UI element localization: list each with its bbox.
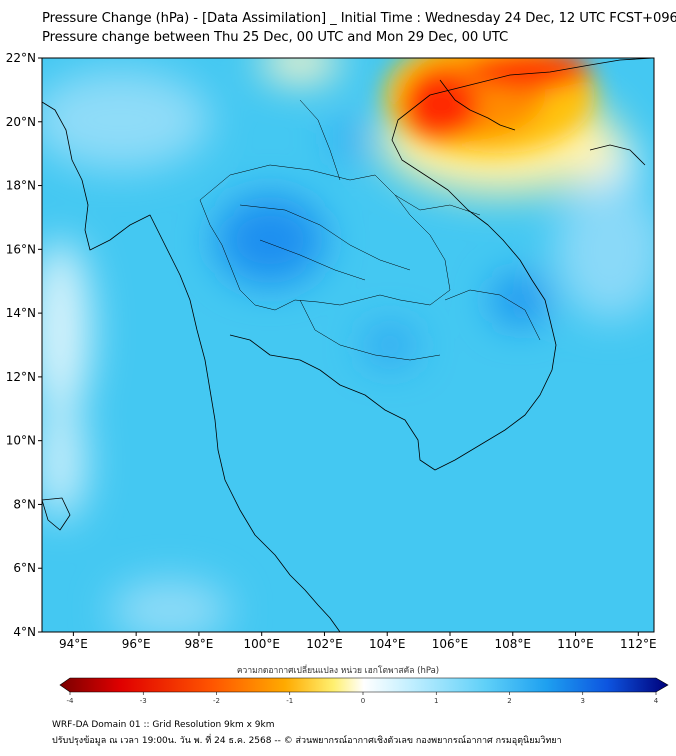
- map-frame: [41, 57, 655, 633]
- lat-label: 10°N: [6, 434, 36, 448]
- lat-label: 8°N: [13, 497, 36, 511]
- lon-label: 106°E: [432, 637, 469, 651]
- lat-label: 4°N: [13, 625, 36, 639]
- lon-label: 108°E: [495, 637, 532, 651]
- latitude-axis: 22°N 20°N 18°N 16°N 14°N 12°N 10°N 8°N 6°N 4°N: [6, 51, 42, 639]
- colorbar-tick-label: -1: [286, 697, 293, 705]
- map-subtitle: Pressure change between Thu 25 Dec, 00 U…: [42, 30, 509, 45]
- colorbar-tick-label: 3: [581, 697, 585, 705]
- colorbar-tick-label: 0: [361, 697, 365, 705]
- colorbar-label: ความกดอากาศเปลี่ยนแปลง หน่วย เฮกโตพาสคัล…: [236, 666, 440, 676]
- map-title: Pressure Change (hPa) - [Data Assimilati…: [42, 11, 676, 26]
- pressure-field: [42, 58, 654, 632]
- lon-label: 102°E: [306, 637, 343, 651]
- lon-label: 98°E: [184, 637, 213, 651]
- colorbar-tick-label: 4: [654, 697, 659, 705]
- lon-label: 112°E: [620, 637, 657, 651]
- lat-label: 16°N: [6, 242, 36, 256]
- colorbar-tick-label: 1: [434, 697, 438, 705]
- province-borders: [199, 99, 541, 361]
- lon-label: 110°E: [557, 637, 594, 651]
- lon-label: 104°E: [369, 637, 406, 651]
- colorbar-tick-label: -2: [213, 697, 220, 705]
- colorbar-ticks: -4 -3 -2 -1 0 1 2 3 4: [67, 692, 659, 705]
- lat-label: 14°N: [6, 306, 36, 320]
- update-info: ปรับปรุงข้อมูล ณ เวลา 19:00น. วัน พ. ที่…: [52, 736, 562, 746]
- lon-label: 96°E: [122, 637, 151, 651]
- lat-label: 6°N: [13, 561, 36, 575]
- longitude-axis: 94°E 96°E 98°E 100°E 102°E 104°E 106°E 108°E 110…: [59, 632, 657, 651]
- colorbar-tick-label: -3: [140, 697, 147, 705]
- colorbar-tick-label: -4: [67, 697, 75, 705]
- lon-label: 100°E: [243, 637, 280, 651]
- coastlines: [42, 58, 654, 632]
- lat-label: 18°N: [6, 179, 36, 193]
- lat-label: 22°N: [6, 51, 36, 65]
- lat-label: 12°N: [6, 370, 36, 384]
- colorbar: -4 -3 -2 -1 0 1 2 3 4: [59, 677, 669, 705]
- model-info: WRF-DA Domain 01 :: Grid Resolution 9km …: [52, 720, 275, 730]
- lat-label: 20°N: [6, 115, 36, 129]
- lon-label: 94°E: [59, 637, 88, 651]
- colorbar-gradient: [59, 677, 669, 693]
- colorbar-tick-label: 2: [507, 697, 511, 705]
